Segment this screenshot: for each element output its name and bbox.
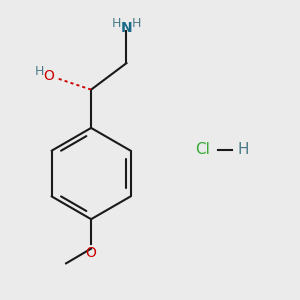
Text: H: H bbox=[132, 17, 141, 30]
Text: H: H bbox=[35, 65, 44, 79]
Text: H: H bbox=[237, 142, 248, 158]
Text: N: N bbox=[121, 21, 132, 35]
Text: O: O bbox=[86, 246, 97, 260]
Text: H: H bbox=[112, 17, 121, 30]
Text: O: O bbox=[44, 69, 54, 83]
Text: Cl: Cl bbox=[196, 142, 210, 158]
